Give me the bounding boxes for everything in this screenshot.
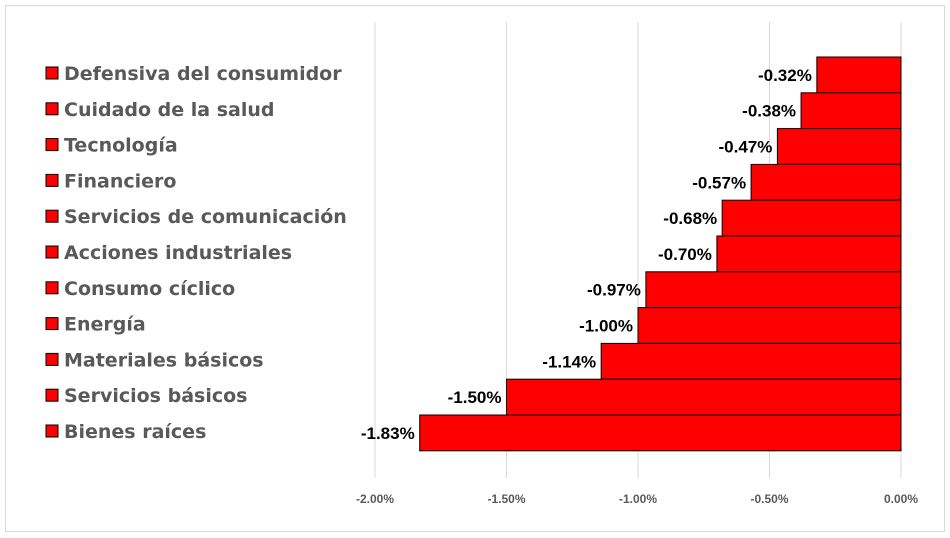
legend-swatch [45,317,59,331]
bar-data-label: -1.83% [361,424,415,443]
x-tick-label: 0.00% [884,492,918,506]
bar-data-label: -0.38% [742,102,796,121]
bar-data-label: -0.97% [587,281,641,300]
category-label: Cuidado de la salud [64,99,275,121]
bar [816,56,902,94]
bar [716,235,902,273]
category-label: Consumo cíclico [64,278,235,300]
category-label: Financiero [64,170,176,192]
data-labels: -0.32% -0.38% -0.47% -0.57% -0.68% -0.70% -0.9… [361,66,812,443]
x-tick-label: -0.50% [750,492,788,506]
x-axis-ticks: -2.00% -1.50% -1.00% -0.50% 0.00% [356,492,918,506]
x-tick-label: -1.00% [619,492,657,506]
bar [721,199,902,237]
category-label: Bienes raíces [64,421,206,443]
x-tick-label: -1.50% [487,492,525,506]
bar-data-label: -0.47% [719,138,773,157]
legend-swatch [45,388,59,402]
category-label: Servicios de comunicación [64,206,347,228]
legend-swatch [45,352,59,366]
bar [776,128,902,165]
legend-swatch [45,66,59,80]
bar [637,307,902,344]
legend-swatch [45,209,59,223]
bar-data-label: -1.14% [542,352,596,371]
bar [419,414,902,452]
bar-data-label: -0.70% [658,245,712,264]
legend-swatch [45,102,59,116]
category-label: Energía [64,314,146,336]
legend-swatch [45,173,59,187]
legend: Defensiva del consumidor Cuidado de la sa… [45,63,347,443]
bars [419,56,902,452]
category-label: Defensiva del consumidor [64,63,342,85]
legend-swatch [45,281,59,295]
x-tick-label: -2.00% [356,492,394,506]
bar-data-label: -1.50% [448,388,502,407]
bar [645,271,902,309]
bar [800,92,902,130]
bar-data-label: -0.68% [663,209,717,228]
bar [506,378,902,416]
legend-swatch [45,138,59,152]
legend-swatch [45,245,59,259]
bar [750,163,902,201]
category-label: Materiales básicos [64,349,264,371]
bar-data-label: -0.57% [692,173,746,192]
bar-data-label: -1.00% [579,317,633,336]
bar-data-label: -0.32% [758,66,812,85]
bar [600,342,902,380]
category-label: Servicios básicos [64,385,247,407]
category-label: Tecnología [64,135,178,157]
legend-swatch [45,424,59,438]
category-label: Acciones industriales [64,242,292,264]
